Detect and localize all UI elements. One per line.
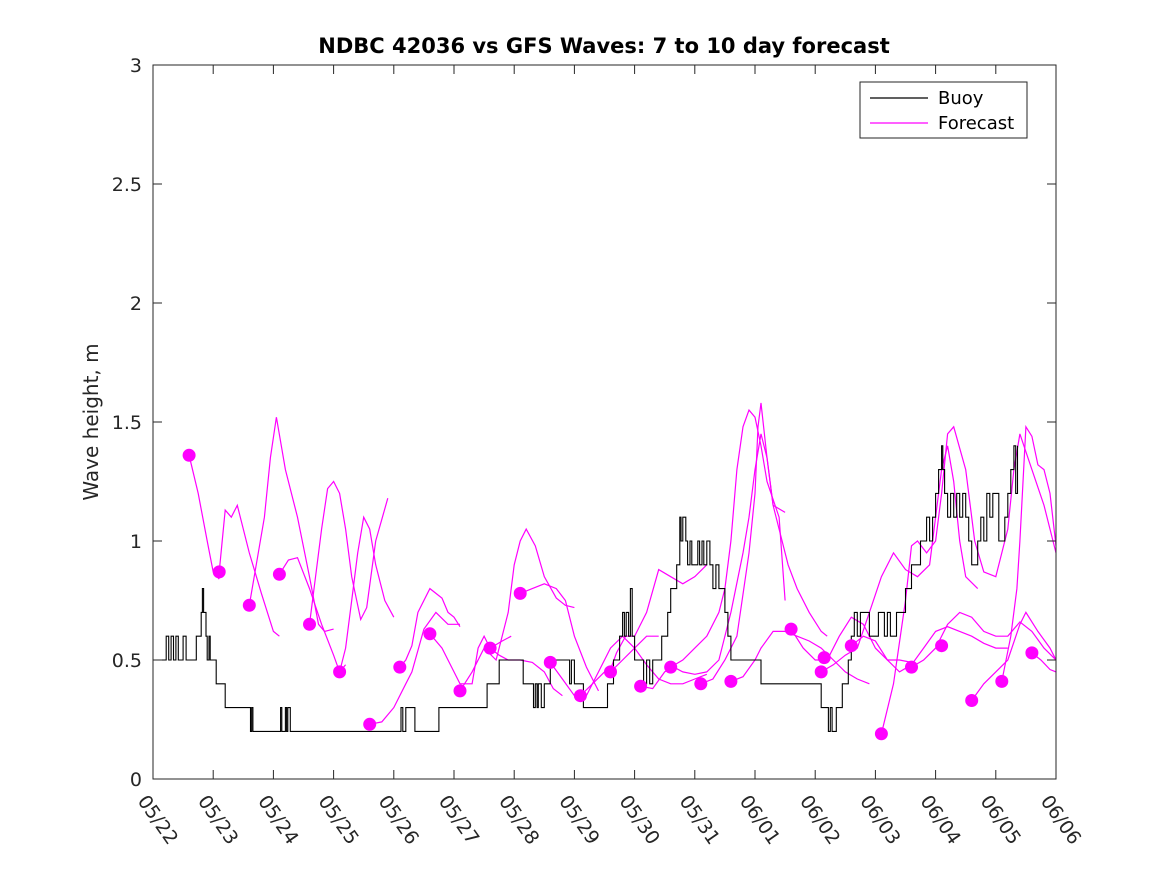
forecast-marker-19 [724, 674, 738, 688]
forecast-marker-3 [242, 598, 256, 612]
y-tick-label: 2 [130, 293, 142, 315]
forecast-marker-14 [573, 689, 587, 703]
forecast-line-5 [308, 480, 389, 625]
forecast-marker-23 [844, 639, 858, 653]
forecast-marker-5 [303, 617, 316, 631]
forecast-marker-20 [784, 622, 798, 636]
forecast-marker-21 [814, 665, 828, 679]
forecast-line-25 [971, 611, 1056, 701]
forecast-line-6 [339, 515, 395, 673]
forecast-line-3 [248, 417, 334, 633]
forecast-line-22 [850, 626, 1008, 673]
y-axis-label: Wave height, m [79, 343, 103, 500]
legend-box [859, 81, 1028, 139]
forecast-marker-10 [453, 684, 467, 698]
forecast-marker-16 [634, 679, 648, 693]
y-tick-label: 0 [130, 769, 142, 791]
forecast-marker-17 [664, 660, 678, 674]
forecast-line-2 [218, 503, 280, 637]
forecast-marker-15 [604, 665, 617, 679]
forecast-marker-28 [995, 674, 1009, 688]
forecast-marker-26 [935, 639, 949, 653]
forecast-marker-1 [182, 448, 196, 462]
forecast-marker-18 [694, 677, 708, 691]
forecast-line-15 [610, 647, 708, 685]
forecast-marker-25 [905, 660, 918, 674]
y-tick-label: 1.5 [112, 412, 142, 434]
forecast-marker-29 [1025, 646, 1039, 660]
legend-label-buoy: Buoy [938, 88, 984, 109]
forecast-marker-4 [272, 567, 286, 581]
forecast-marker-9 [423, 627, 437, 641]
forecast-marker-22 [817, 651, 831, 665]
forecast-marker-27 [965, 694, 979, 707]
forecast-marker-6 [333, 665, 347, 679]
forecast-marker-7 [363, 717, 377, 731]
forecast-line-12 [519, 583, 600, 692]
chart-title: NDBC 42036 vs GFS Waves: 7 to 10 day for… [318, 34, 889, 58]
forecast-line-11 [489, 647, 563, 697]
legend: Buoy Forecast [859, 81, 1028, 139]
series-layer [153, 402, 1056, 741]
forecast-marker-13 [543, 655, 557, 669]
forecast-line-7 [369, 611, 460, 725]
forecast-marker-2 [212, 565, 226, 579]
forecast-line-20 [790, 616, 912, 663]
y-tick-label: 2.5 [112, 174, 142, 196]
legend-label-forecast: Forecast [938, 113, 1014, 134]
buoy-line [153, 445, 1019, 732]
forecast-marker-8 [393, 660, 407, 674]
forecast-line-8 [399, 587, 461, 668]
forecast-marker-24 [874, 727, 888, 741]
y-tick-label: 1 [130, 531, 142, 553]
forecast-line-23 [880, 425, 1056, 734]
forecast-marker-12 [513, 586, 527, 600]
y-tick-label: 3 [130, 55, 142, 77]
forecast-line-17 [670, 408, 786, 668]
forecast-line-26 [1001, 424, 1056, 682]
forecast-marker-11 [483, 641, 497, 655]
y-tick-label: 0.5 [112, 650, 142, 672]
forecast-line-13 [549, 635, 659, 697]
